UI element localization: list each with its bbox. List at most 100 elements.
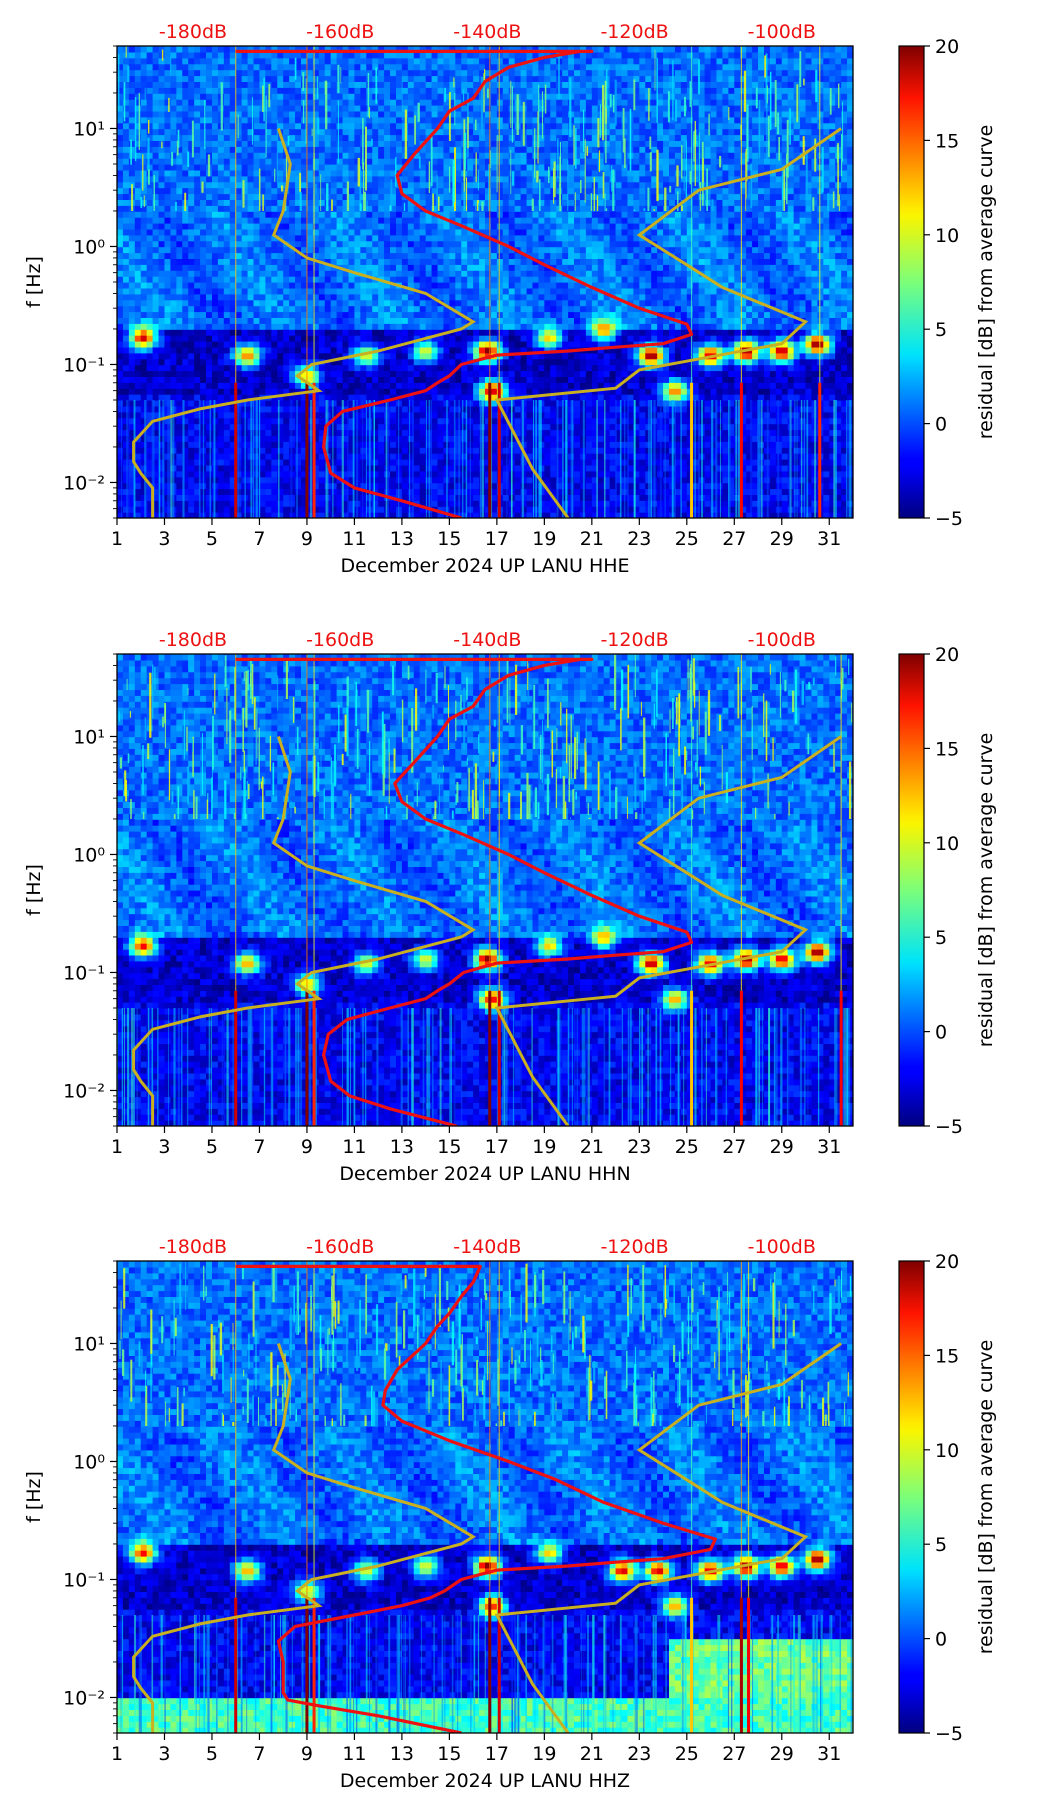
colorbar-tick-label: 0 — [935, 1022, 947, 1044]
x-tick-label: 19 — [532, 528, 556, 550]
colorbar-label: residual [dB] from average curve — [975, 125, 997, 440]
low-noise-model-curve — [132, 1343, 477, 1733]
x-tick-label: 13 — [390, 1743, 414, 1765]
y-tick-label: 10⁰ — [73, 1451, 105, 1473]
colorbar-tick-label: 15 — [935, 130, 959, 152]
y-axis-label: f [Hz] — [23, 1471, 45, 1523]
db-scale-label: -120dB — [600, 1236, 668, 1258]
x-tick-label: 17 — [485, 528, 509, 550]
high-frequency-streaks — [119, 1262, 852, 1733]
psd-curves — [132, 657, 842, 1126]
average-psd-curve — [235, 49, 694, 518]
average-psd-curve — [235, 657, 694, 1126]
x-tick-label: 5 — [206, 1743, 218, 1765]
psd-curves — [132, 49, 842, 518]
x-tick-label: 11 — [342, 1743, 366, 1765]
y-tick-label: 10⁰ — [73, 236, 105, 258]
db-scale-label: -180dB — [159, 629, 227, 651]
x-axis-label: December 2024 UP LANU HHN — [339, 1163, 630, 1185]
db-scale-label: -140dB — [453, 629, 521, 651]
x-tick-label: 21 — [580, 528, 604, 550]
x-tick-label: 31 — [817, 528, 841, 550]
y-tick-label: 10⁻¹ — [63, 354, 105, 376]
db-scale-label: -100dB — [748, 629, 816, 651]
y-tick-label: 10⁰ — [73, 844, 105, 866]
x-tick-label: 21 — [580, 1743, 604, 1765]
x-tick-label: 29 — [770, 1743, 794, 1765]
colorbar-label: residual [dB] from average curve — [975, 1340, 997, 1655]
x-tick-label: 7 — [253, 1136, 265, 1158]
x-tick-label: 23 — [627, 1743, 651, 1765]
y-tick-label: 10¹ — [73, 726, 105, 748]
x-tick-label: 13 — [390, 1136, 414, 1158]
db-scale-label: -160dB — [306, 21, 374, 43]
colorbar: 20 15 10 5 0 −5 residual [dB] from average cur… — [898, 644, 997, 1138]
x-tick-label: 27 — [722, 1743, 746, 1765]
x-tick-label: 9 — [301, 1743, 313, 1765]
x-tick-label: 1 — [111, 1136, 123, 1158]
db-scale-labels: -180dB -160dB -140dB -120dB -100dB — [159, 21, 816, 43]
db-scale-label: -160dB — [306, 1236, 374, 1258]
y-tick-label: 10⁻² — [63, 1687, 105, 1709]
colorbar-tick-label: 5 — [935, 927, 947, 949]
psd-curves — [132, 1264, 842, 1733]
x-tick-label: 11 — [342, 528, 366, 550]
colorbar-tick-label: 10 — [935, 833, 959, 855]
db-scale-label: -100dB — [748, 1236, 816, 1258]
x-tick-label: 29 — [770, 1136, 794, 1158]
colorbar-tick-label: 15 — [935, 1345, 959, 1367]
colorbar-gradient — [898, 653, 925, 1127]
colorbar-gradient — [898, 1260, 925, 1734]
high-noise-model-curve — [494, 1342, 842, 1733]
x-tick-label: 3 — [158, 528, 170, 550]
y-tick-label: 10¹ — [73, 118, 105, 140]
x-tick-label: 3 — [158, 1743, 170, 1765]
colorbar-tick-label: 5 — [935, 319, 947, 341]
db-scale-label: -160dB — [306, 629, 374, 651]
x-tick-label: 13 — [390, 528, 414, 550]
x-tick-label: 17 — [485, 1743, 509, 1765]
colorbar-tick-label: 0 — [935, 1629, 947, 1651]
x-tick-label: 23 — [627, 1136, 651, 1158]
db-scale-label: -180dB — [159, 1236, 227, 1258]
x-tick-label: 19 — [532, 1136, 556, 1158]
high-frequency-streaks — [117, 654, 853, 1126]
db-scale-labels: -180dB -160dB -140dB -120dB -100dB — [159, 1236, 816, 1258]
x-tick-label: 7 — [253, 528, 265, 550]
x-tick-label: 23 — [627, 528, 651, 550]
spectrogram-heatmap — [117, 46, 853, 518]
low-noise-model-curve — [132, 736, 477, 1126]
colorbar-tick-label: 20 — [935, 36, 959, 58]
x-axis-label: December 2024 UP LANU HHZ — [340, 1770, 630, 1792]
y-tick-label: 10⁻¹ — [63, 962, 105, 984]
colorbar-tick-label: −5 — [935, 508, 963, 530]
x-tick-label: 31 — [817, 1136, 841, 1158]
high-frequency-streaks — [117, 46, 852, 518]
db-scale-label: -120dB — [600, 629, 668, 651]
vertical-events — [234, 46, 822, 518]
x-tick-label: 27 — [722, 1136, 746, 1158]
db-scale-label: -100dB — [748, 21, 816, 43]
vertical-events — [234, 654, 843, 1126]
y-axis-label: f [Hz] — [23, 864, 45, 916]
y-tick-label: 10⁻² — [63, 472, 105, 494]
y-axis: 10⁻² 10⁻¹ 10⁰ 10¹ f [Hz] — [23, 653, 117, 1127]
x-tick-label: 15 — [437, 1136, 461, 1158]
x-tick-label: 27 — [722, 528, 746, 550]
colorbar-tick-label: 0 — [935, 414, 947, 436]
x-tick-label: 25 — [675, 1136, 699, 1158]
high-noise-model-curve — [494, 735, 842, 1126]
y-tick-label: 10⁻¹ — [63, 1569, 105, 1591]
colorbar-tick-label: −5 — [935, 1116, 963, 1138]
x-tick-label: 29 — [770, 528, 794, 550]
colorbar: 20 15 10 5 0 −5 residual [dB] from average cur… — [898, 1251, 997, 1745]
colorbar-label: residual [dB] from average curve — [975, 733, 997, 1048]
colorbar-tick-label: 5 — [935, 1534, 947, 1556]
x-axis-label: December 2024 UP LANU HHE — [340, 555, 629, 577]
x-tick-label: 3 — [158, 1136, 170, 1158]
